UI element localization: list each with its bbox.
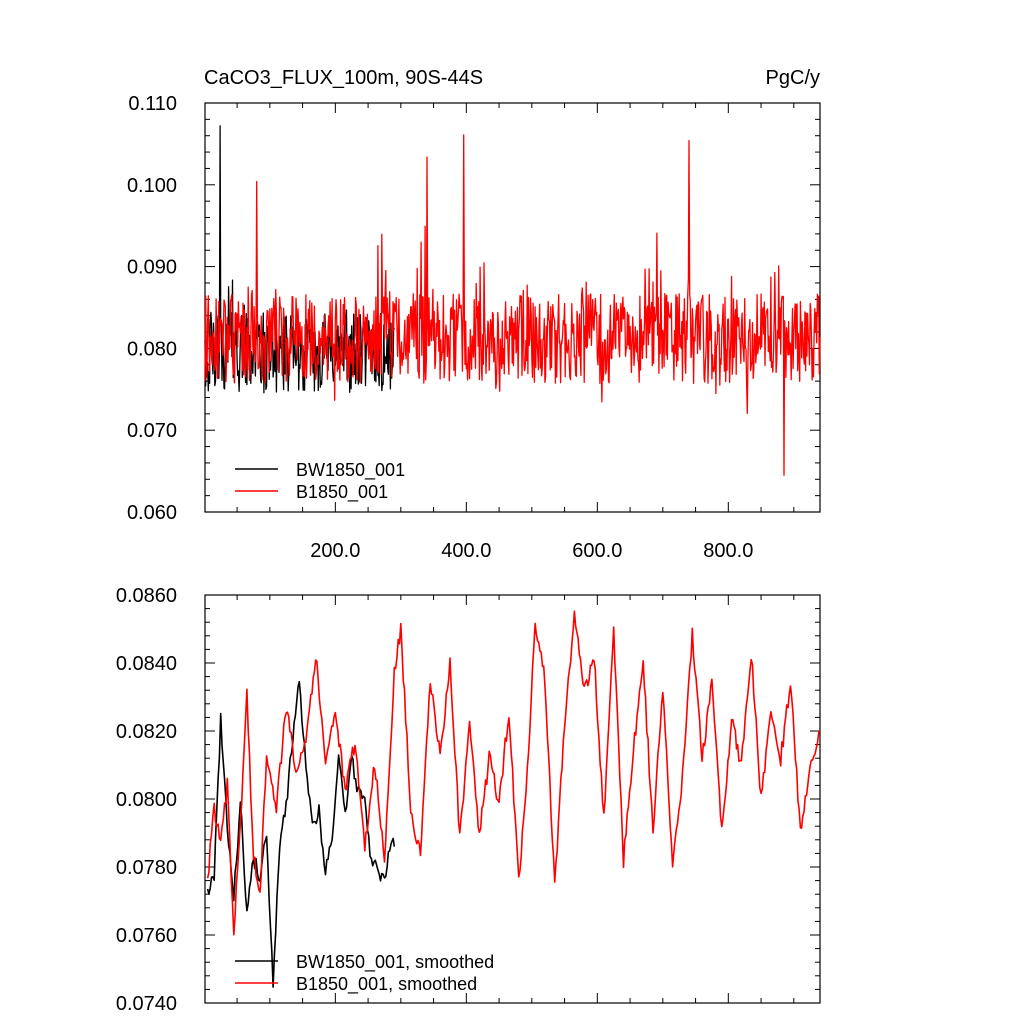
y-tick-label: 0.0760 xyxy=(116,925,177,947)
y-tick-label: 0.110 xyxy=(128,93,177,115)
y-tick-label: 0.0740 xyxy=(116,993,177,1015)
y-tick-label: 0.0840 xyxy=(116,653,177,675)
y-tick-label: 0.080 xyxy=(127,338,177,360)
plot-frame-1 xyxy=(204,102,821,513)
legend-label: B1850_001 xyxy=(296,482,388,503)
plot-frame-2 xyxy=(204,594,821,1004)
y-tick-label: 0.090 xyxy=(127,257,177,279)
legend-label: BW1850_001 xyxy=(296,460,405,481)
x-tick-label: 600.0 xyxy=(572,540,622,562)
y-tick-label: 0.060 xyxy=(127,502,177,524)
y-tick-label: 0.0800 xyxy=(116,789,177,811)
x-tick-label: 800.0 xyxy=(703,540,753,562)
series-line-b1850-001-smoothed xyxy=(206,610,821,936)
legend-label: B1850_001, smoothed xyxy=(296,974,477,995)
chart-units: PgC/y xyxy=(766,67,820,89)
y-tick-label: 0.0820 xyxy=(116,721,177,743)
series-line-b1850-001 xyxy=(204,134,821,476)
x-tick-label: 400.0 xyxy=(441,540,491,562)
series-line-bw1850-001-smoothed xyxy=(206,680,396,988)
x-tick-label: 200.0 xyxy=(310,540,360,562)
chart-title: CaCO3_FLUX_100m, 90S-44S xyxy=(204,67,483,89)
legend-label: BW1850_001, smoothed xyxy=(296,952,494,973)
y-tick-label: 0.100 xyxy=(127,175,177,197)
y-tick-label: 0.0860 xyxy=(116,585,177,607)
y-tick-label: 0.0780 xyxy=(116,857,177,879)
y-tick-label: 0.070 xyxy=(127,420,177,442)
